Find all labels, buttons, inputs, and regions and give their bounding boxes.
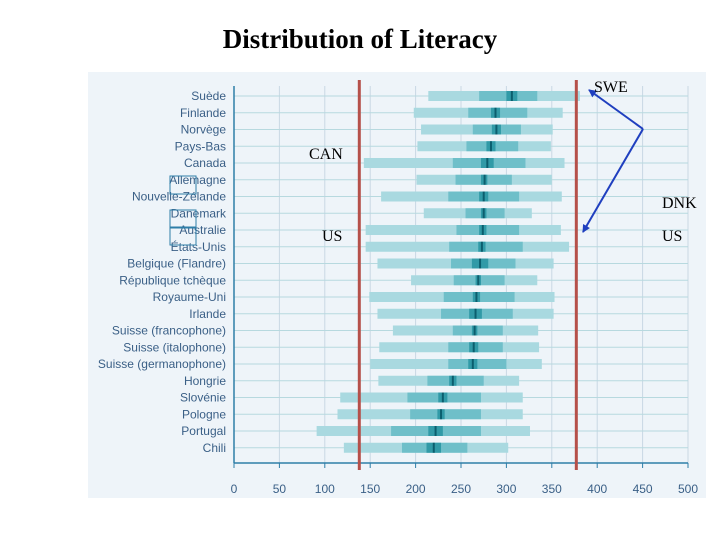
bar-mid-p25-p75 <box>452 325 503 336</box>
annotation-swe: SWE <box>594 79 628 96</box>
country-label: Danemark <box>171 206 227 220</box>
country-label: Australie <box>179 223 226 237</box>
x-tick-label: 400 <box>587 482 607 496</box>
country-labels: Suède Finlande Norvège Pays-Bas Canada Allema… <box>98 89 227 455</box>
country-label: Slovénie <box>180 391 226 405</box>
x-tick-label: 100 <box>315 482 335 496</box>
highlight-frame-canada <box>169 175 197 195</box>
annotation-arrows <box>582 89 644 233</box>
country-label: Pays-Bas <box>175 139 226 153</box>
highlight-frames <box>169 175 197 246</box>
country-label: Belgique (Flandre) <box>127 257 226 271</box>
country-label: Irlande <box>189 307 226 321</box>
country-label: République tchèque <box>119 273 226 287</box>
country-label: Pologne <box>182 407 226 421</box>
country-label: Portugal <box>181 424 226 438</box>
reference-lines <box>357 80 578 470</box>
country-label: Suisse (italophone) <box>123 340 226 354</box>
country-label: Allemagne <box>169 173 226 187</box>
distribution-bars <box>316 91 580 453</box>
country-label: Chili <box>203 441 226 455</box>
x-tick-label: 300 <box>496 482 516 496</box>
arrow-to-swe <box>588 89 644 130</box>
country-label: Canada <box>184 156 226 170</box>
bar-mid-p25-p75 <box>410 409 481 420</box>
country-label: Hongrie <box>184 374 226 388</box>
country-label: Finlande <box>180 106 226 120</box>
x-tick-label: 350 <box>542 482 562 496</box>
annotation-can: CAN <box>309 146 343 163</box>
x-tick-label: 200 <box>406 482 426 496</box>
annotation-us-right: US <box>662 228 682 245</box>
country-label: Suisse (francophone) <box>112 324 226 338</box>
country-label: Suède <box>191 89 226 103</box>
x-tick-label: 50 <box>273 482 287 496</box>
x-tick-label: 500 <box>678 482 698 496</box>
x-tick-label: 0 <box>231 482 238 496</box>
arrow-to-us <box>582 128 644 233</box>
x-tick-label: 250 <box>451 482 471 496</box>
x-tick-label: 450 <box>633 482 653 496</box>
x-tick-label: 150 <box>360 482 380 496</box>
bar-mid-p25-p75 <box>449 241 523 252</box>
highlight-frame-usa <box>169 226 197 246</box>
annotation-dnk: DNK <box>662 195 697 212</box>
country-label: Nouvelle-Zélande <box>132 190 226 204</box>
highlight-frame-denmark <box>169 209 197 229</box>
country-label: États-Unis <box>171 239 226 254</box>
country-label: Norvège <box>181 123 227 137</box>
bar-mid-p25-p75 <box>456 225 520 235</box>
chart-title: Distribution of Literacy <box>222 24 498 54</box>
annotations: SWE CAN DNK US US <box>309 79 697 245</box>
country-label: Royaume-Uni <box>153 290 226 304</box>
country-label: Suisse (germanophone) <box>98 357 226 371</box>
x-axis: 0 50 100 150 200 250 300 350 400 450 500 <box>231 86 698 496</box>
annotation-us-left: US <box>322 228 342 245</box>
